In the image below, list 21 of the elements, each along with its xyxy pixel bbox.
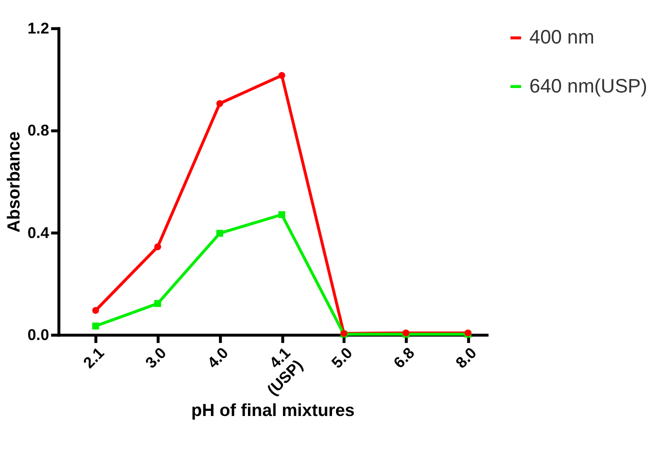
x-axis-title: pH of final mixtures: [191, 400, 355, 420]
legend-label: 640 nm(USP): [529, 75, 648, 98]
x-tick-label: 4.0: [204, 344, 232, 372]
x-tick-label: 2.1: [80, 344, 108, 372]
point: [154, 243, 162, 250]
point: [154, 300, 162, 307]
y-tick-label: 0.8: [28, 122, 50, 140]
x-tick-label: 6.8: [390, 344, 418, 372]
point: [92, 322, 100, 330]
y-axis-title: Absorbance: [4, 131, 24, 232]
x-tick-label: 5.0: [328, 344, 356, 372]
y-tick-label: 0.4: [28, 224, 50, 242]
y-tick-label: 1.2: [28, 20, 50, 38]
point: [92, 307, 100, 314]
y-tick-label: 0.0: [28, 327, 50, 344]
point: [216, 100, 224, 107]
legend-label: 400 nm: [529, 26, 594, 49]
point: [278, 72, 286, 79]
x-tick-label: 3.0: [142, 344, 170, 372]
x-tick-label: 8.0: [452, 344, 480, 372]
point: [278, 211, 286, 218]
